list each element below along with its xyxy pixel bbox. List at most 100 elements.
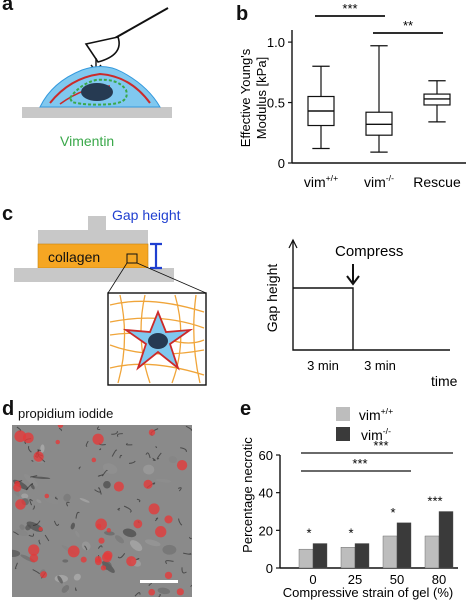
pi-positive-cell xyxy=(38,526,43,532)
time-axis-label: time xyxy=(431,373,458,389)
fiber-speck xyxy=(66,501,70,507)
e-legend-swatch xyxy=(336,427,350,441)
fiber-speck xyxy=(25,483,34,491)
fiber-speck xyxy=(178,518,183,526)
propidium-iodide-label: propidium iodide xyxy=(18,406,114,421)
e-significance-label: *** xyxy=(352,456,367,471)
b-ylabel-line1: Effective Young's xyxy=(238,48,253,147)
pi-positive-cell xyxy=(98,537,105,544)
fiber-speck xyxy=(180,447,187,453)
cell-speck xyxy=(129,540,143,552)
pi-positive-cell xyxy=(67,545,80,558)
fiber-speck xyxy=(183,552,192,555)
panel-c-schematic: collagen Gap height xyxy=(14,207,207,386)
fiber-speck xyxy=(29,498,33,506)
fiber-speck xyxy=(84,545,88,551)
micrograph-texture xyxy=(12,425,192,597)
fiber-speck xyxy=(27,445,32,453)
fiber-speck xyxy=(116,433,123,438)
e-category-label: 25 xyxy=(348,572,362,587)
cell-speck xyxy=(79,498,90,503)
cell-speck xyxy=(57,575,63,584)
fiber-speck xyxy=(97,474,104,477)
pi-positive-cell xyxy=(33,451,44,462)
fiber-speck xyxy=(155,445,158,449)
cell-speck xyxy=(42,494,59,505)
pi-positive-cell xyxy=(94,555,102,563)
pi-positive-cell xyxy=(22,432,34,444)
fiber-speck xyxy=(101,469,108,477)
cell-speck xyxy=(155,478,172,483)
fiber-speck xyxy=(94,489,101,493)
e-bar xyxy=(298,548,314,569)
pi-positive-cell xyxy=(92,433,104,445)
cell-speck xyxy=(32,476,51,480)
fiber-speck xyxy=(58,427,62,432)
pi-positive-cell xyxy=(13,483,22,492)
e-bar xyxy=(340,547,356,569)
cell-speck xyxy=(21,493,29,499)
pi-positive-cell xyxy=(143,479,153,489)
cell-speck xyxy=(70,522,75,530)
b-significance-label: *** xyxy=(342,1,357,16)
fiber-speck xyxy=(135,558,140,561)
cell-speck xyxy=(102,463,118,474)
fiber-speck xyxy=(31,459,34,462)
compress-label: Compress xyxy=(335,243,403,260)
collagen-gel xyxy=(37,243,149,269)
fiber-speck xyxy=(185,425,192,431)
pi-positive-cell xyxy=(176,588,184,596)
cell-speck xyxy=(104,531,115,536)
e-bar xyxy=(354,543,370,569)
b-ytick-label: 1.0 xyxy=(267,35,285,50)
segment-2-label: 3 min xyxy=(364,358,396,373)
gap-height-label: Gap height xyxy=(112,207,181,223)
fiber-speck xyxy=(99,448,102,451)
cell-speck xyxy=(19,524,25,530)
fiber-speck xyxy=(181,567,187,574)
gap-height-bracket-icon xyxy=(150,242,162,270)
e-xlabel: Compressive strain of gel (%) xyxy=(283,585,454,600)
panel-letter-b: b xyxy=(236,3,249,25)
fiber-speck xyxy=(55,496,58,500)
segment-1-label: 3 min xyxy=(307,358,339,373)
panel-letter-c: c xyxy=(2,203,14,225)
e-bar xyxy=(396,522,412,569)
pi-positive-cell xyxy=(91,457,97,463)
cell-speck xyxy=(103,480,111,489)
cell-speck xyxy=(168,456,177,464)
fiber-speck xyxy=(44,534,50,542)
fiber-speck xyxy=(190,584,192,587)
fiber-speck xyxy=(117,553,126,559)
fiber-speck xyxy=(128,460,136,464)
e-legend-label: vim+/+ xyxy=(359,406,393,423)
cell-speck xyxy=(36,499,42,504)
e-bar xyxy=(424,535,440,569)
fiber-speck xyxy=(165,560,174,565)
cell-speck xyxy=(73,573,81,581)
pi-positive-cell xyxy=(155,526,167,538)
fiber-speck xyxy=(78,466,81,470)
pi-positive-cell xyxy=(15,499,26,510)
panel-letter-d: d xyxy=(2,398,15,420)
pi-positive-cell xyxy=(133,519,143,529)
pi-positive-cell xyxy=(113,481,124,492)
pi-positive-cell xyxy=(164,515,173,524)
nucleus xyxy=(81,83,113,101)
e-plot-area: 0 20 40 60 0 * 25 * 50 * 80 *** *** *** vim+/+ vim-/- xyxy=(259,406,458,587)
cell-speck xyxy=(75,530,80,538)
b-category-label: vim+/+ xyxy=(304,173,338,190)
compress-arrow-icon xyxy=(346,264,360,286)
fiber-speck xyxy=(117,507,121,511)
pi-positive-cell xyxy=(176,460,188,471)
pi-positive-cell xyxy=(148,588,156,596)
pi-positive-cell xyxy=(164,571,173,580)
cell-speck xyxy=(81,541,91,551)
b-significance-label: ** xyxy=(403,18,413,33)
gap-trace xyxy=(293,287,354,350)
fiber-speck xyxy=(148,582,153,586)
fiber-speck xyxy=(97,487,102,495)
fiber-speck xyxy=(152,457,156,461)
pi-positive-cell xyxy=(28,544,40,556)
